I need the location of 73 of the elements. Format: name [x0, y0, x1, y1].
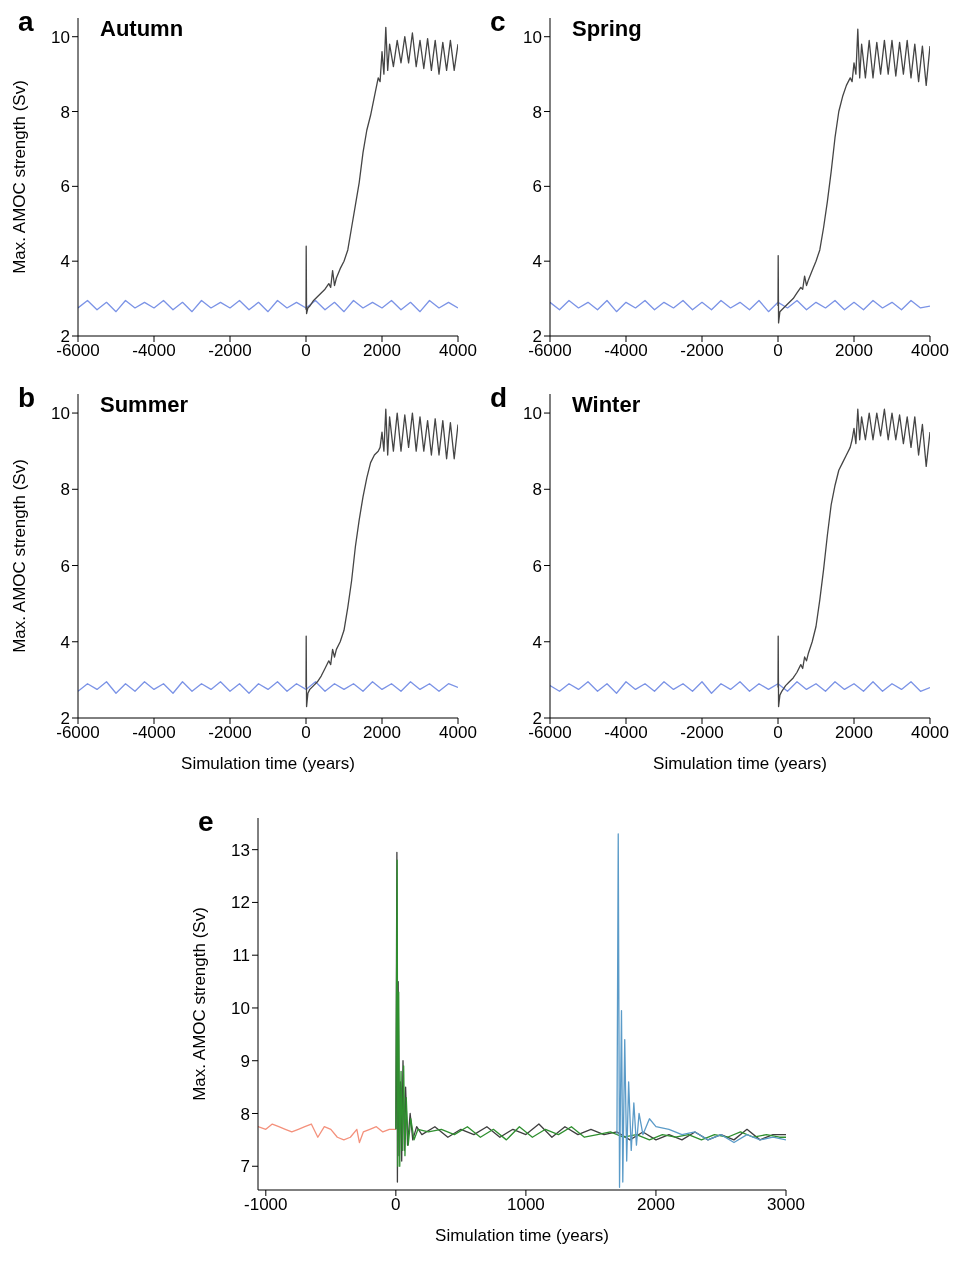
y-tick-label: 8	[60, 480, 70, 500]
y-tick-label: 10	[231, 998, 250, 1018]
x-tick-label: 2000	[835, 723, 873, 743]
y-tick-label: 8	[60, 102, 70, 122]
x-tick-label: 4000	[439, 723, 477, 743]
y-tick-label: 4	[60, 252, 70, 272]
x-tick-label: 2000	[835, 341, 873, 361]
y-tick-label: 8	[532, 480, 542, 500]
y-tick-label: 10	[523, 404, 542, 424]
y-tick-label: 6	[532, 177, 542, 197]
line-series	[78, 299, 458, 313]
x-tick-label: -2000	[680, 341, 724, 361]
x-axis-title: Simulation time (years)	[181, 754, 355, 774]
y-tick-label: 4	[532, 632, 542, 652]
y-tick-label: 8	[240, 1104, 250, 1124]
y-tick-label: 11	[232, 946, 250, 966]
x-tick-label: 0	[301, 341, 311, 361]
x-tick-label: 0	[391, 1195, 401, 1215]
chart-title: Winter	[572, 392, 641, 418]
x-tick-label: 4000	[911, 723, 949, 743]
y-tick-label: 7	[240, 1157, 250, 1177]
x-tick-label: 2000	[637, 1195, 675, 1215]
line-series	[78, 681, 458, 694]
y-tick-label: 4	[532, 252, 542, 272]
line-series	[550, 681, 930, 694]
x-tick-label: -1000	[244, 1195, 288, 1215]
x-tick-label: -2000	[208, 341, 252, 361]
y-tick-label: 8	[532, 102, 542, 122]
x-tick-label: 4000	[911, 341, 949, 361]
x-tick-label: 4000	[439, 341, 477, 361]
x-axis-title: Simulation time (years)	[435, 1226, 609, 1246]
y-tick-label: 4	[60, 632, 70, 652]
x-tick-label: 0	[301, 723, 311, 743]
y-tick-label: 12	[231, 893, 250, 913]
y-axis-title: Max. AMOC strength (Sv)	[190, 907, 210, 1101]
chart-title: Spring	[572, 16, 642, 42]
x-tick-label: 0	[773, 723, 783, 743]
x-tick-label: -4000	[604, 341, 648, 361]
y-tick-label: 10	[523, 27, 542, 47]
x-tick-label: 2000	[363, 341, 401, 361]
y-tick-label: 6	[60, 177, 70, 197]
x-tick-label: -2000	[208, 723, 252, 743]
line-series	[305, 26, 458, 315]
x-tick-label: 1000	[506, 1195, 545, 1215]
line-series	[550, 299, 930, 313]
chart-title: Autumn	[100, 16, 184, 42]
x-tick-label: 0	[773, 341, 783, 361]
y-tick-label: 9	[240, 1051, 250, 1071]
x-tick-label: 2000	[363, 723, 401, 743]
x-tick-label: -4000	[604, 723, 648, 743]
line-series	[616, 833, 786, 1189]
x-tick-label: -4000	[132, 723, 176, 743]
x-tick-label: 3000	[767, 1195, 805, 1215]
y-tick-label: 10	[51, 27, 70, 47]
y-tick-label: 10	[51, 404, 70, 424]
x-tick-label: -4000	[132, 341, 176, 361]
text: b	[18, 382, 36, 413]
y-axis-title: Max. AMOC strength (Sv)	[10, 80, 30, 274]
text: e	[198, 806, 214, 837]
y-tick-label: 13	[231, 840, 250, 860]
chart-title: Summer	[100, 392, 189, 418]
line-series	[305, 408, 458, 708]
line-series	[258, 1123, 397, 1144]
x-axis-title: Simulation time (years)	[653, 754, 827, 774]
line-series	[777, 408, 930, 708]
text: c	[490, 6, 506, 37]
y-tick-label: 6	[532, 556, 542, 576]
text: a	[18, 6, 34, 37]
x-tick-label: -2000	[680, 723, 724, 743]
y-tick-label: 6	[60, 556, 70, 576]
line-series	[777, 28, 930, 324]
text: d	[490, 382, 508, 413]
y-axis-title: Max. AMOC strength (Sv)	[10, 459, 30, 653]
